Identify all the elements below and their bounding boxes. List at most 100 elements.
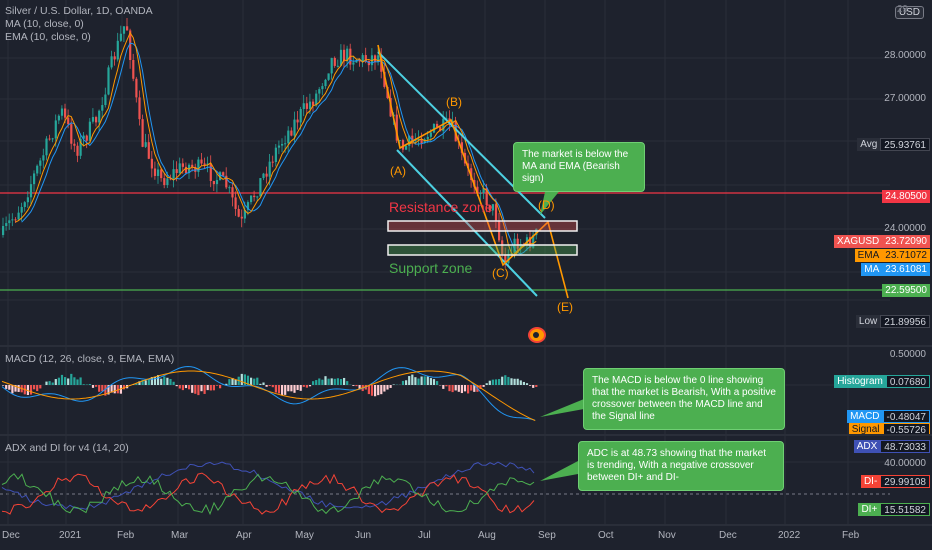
candle-body xyxy=(377,55,380,62)
histogram-bar xyxy=(70,373,73,385)
histogram-bar xyxy=(172,381,175,385)
histogram-bar xyxy=(467,385,470,394)
wave-c-label: (C) xyxy=(492,266,509,280)
candle-body xyxy=(290,130,293,136)
adx-pane[interactable]: ADX and DI for v4 (14, 20) ADC is at 48.… xyxy=(0,436,890,524)
histogram-bar xyxy=(327,378,330,385)
histogram-bar xyxy=(203,385,206,394)
histogram-bar xyxy=(57,377,60,385)
histogram-bar xyxy=(144,380,147,385)
candle-body xyxy=(308,101,312,109)
adx-tag: ADX 48.73033 xyxy=(853,440,930,453)
histogram-bar xyxy=(191,385,194,393)
ma-legend[interactable]: MA (10, close, 0) xyxy=(5,18,84,30)
histogram-bar xyxy=(293,385,296,393)
histogram-bar xyxy=(287,385,290,392)
candle-body xyxy=(237,208,240,217)
price-pane[interactable]: Silver / U.S. Dollar, 1D, OANDA MA (10, … xyxy=(0,0,890,345)
adx-chart[interactable] xyxy=(0,436,890,524)
candle-body xyxy=(175,169,178,174)
ma-line xyxy=(21,42,537,255)
candle-body xyxy=(104,94,107,106)
candle-body xyxy=(268,161,271,177)
candle-body xyxy=(29,184,33,198)
histogram-bar xyxy=(113,385,116,394)
candle-body xyxy=(194,166,197,172)
price-chart[interactable] xyxy=(0,0,890,345)
histogram-bar xyxy=(296,385,299,391)
candle-body xyxy=(231,187,234,198)
candle-body xyxy=(150,158,153,169)
histogram-bar xyxy=(485,383,488,385)
histogram-bar xyxy=(194,385,197,394)
histogram-bar xyxy=(82,384,85,385)
ma-ema-callout[interactable]: The market is below the MA and EMA (Bear… xyxy=(513,142,645,192)
candle-body xyxy=(160,169,163,179)
di-plus-line xyxy=(1,473,535,516)
histogram-bar xyxy=(95,385,98,387)
histogram-bar xyxy=(209,385,212,391)
histogram-bar xyxy=(243,374,246,385)
adx-legend[interactable]: ADX and DI for v4 (14, 20) xyxy=(5,442,129,454)
histogram-bar xyxy=(175,385,178,387)
ma-price-tag: MA 23.61081 xyxy=(861,263,930,276)
histogram-bar xyxy=(14,385,17,392)
candle-body xyxy=(138,97,141,120)
candle-body xyxy=(33,173,36,185)
candle-body xyxy=(20,206,23,213)
candle-body xyxy=(305,103,308,109)
histogram-bar xyxy=(48,381,51,385)
histogram-tag: Histogram 0.07680 xyxy=(834,375,930,388)
histogram-bar xyxy=(436,381,439,385)
symbol-title[interactable]: Silver / U.S. Dollar, 1D, OANDA xyxy=(5,5,153,17)
x-tick-dec-2021: Dec xyxy=(719,530,737,541)
currency-badge[interactable]: USD xyxy=(894,6,924,19)
histogram-bar xyxy=(98,385,101,392)
histogram-bar xyxy=(529,385,532,386)
candle-body xyxy=(73,143,76,146)
histogram-bar xyxy=(2,385,5,386)
ema-legend[interactable]: EMA (10, close, 0) xyxy=(5,31,91,43)
histogram-bar xyxy=(29,385,33,395)
histogram-bar xyxy=(312,381,315,385)
macd-pane[interactable]: MACD (12, 26, close, 9, EMA, EMA) The MA… xyxy=(0,347,890,434)
histogram-bar xyxy=(153,376,157,385)
histogram-bar xyxy=(157,375,160,385)
histogram-bar xyxy=(318,378,321,385)
candle-body xyxy=(2,226,5,235)
histogram-bar xyxy=(423,376,426,385)
pane-separator-1[interactable] xyxy=(0,345,932,347)
histogram-bar xyxy=(389,385,392,388)
x-tick-sep: Sep xyxy=(538,530,556,541)
histogram-bar xyxy=(138,381,141,385)
histogram-bar xyxy=(284,385,287,395)
candle-body xyxy=(324,79,327,87)
candle-body xyxy=(79,138,82,156)
histogram-bar xyxy=(405,380,408,385)
candle-body xyxy=(519,244,522,249)
histogram-bar xyxy=(522,381,525,385)
histogram-bar xyxy=(346,381,349,385)
candle-body xyxy=(250,195,253,203)
candle-body xyxy=(129,30,132,61)
histogram-bar xyxy=(67,378,70,385)
earnings-flag-icon[interactable] xyxy=(528,327,546,343)
candle-body xyxy=(209,163,212,182)
histogram-bar xyxy=(104,385,107,396)
pane-separator-2[interactable] xyxy=(0,434,932,436)
histogram-bar xyxy=(532,385,535,388)
histogram-bar xyxy=(302,385,305,387)
histogram-bar xyxy=(535,385,538,387)
y-tick-top: 29 xyxy=(896,4,908,15)
adx-callout[interactable]: ADC is at 48.73 showing that the market … xyxy=(578,441,784,491)
candle-body xyxy=(45,138,48,156)
histogram-bar xyxy=(414,377,417,385)
histogram-bar xyxy=(253,378,256,385)
histogram-bar xyxy=(45,381,48,385)
macd-callout[interactable]: The MACD is below the 0 line showing tha… xyxy=(583,368,785,430)
macd-legend[interactable]: MACD (12, 26, close, 9, EMA, EMA) xyxy=(5,353,175,365)
candle-body xyxy=(510,253,513,255)
histogram-bar xyxy=(355,385,358,387)
low-tag: Low 21.89956 xyxy=(855,315,930,328)
